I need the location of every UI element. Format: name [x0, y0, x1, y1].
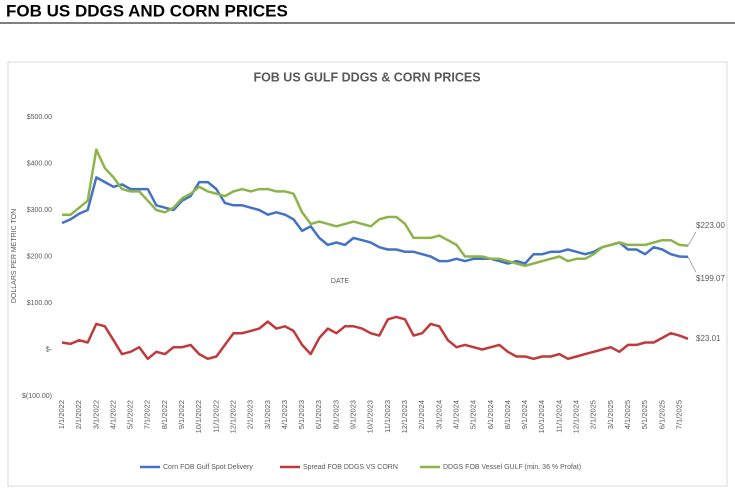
- legend-label: Spread FOB DDGS VS CORN: [303, 464, 398, 471]
- x-tick-label: 11/1/2023: [383, 400, 392, 433]
- x-tick-label: 8/1/2024: [503, 400, 512, 429]
- series-line: [62, 148, 689, 268]
- series-line: [61, 315, 689, 361]
- x-tick-label: 10/1/2023: [366, 400, 375, 433]
- y-axis-label: DOLLARS PER METRIC TON: [11, 209, 18, 303]
- x-tick-label: 11/1/2024: [554, 400, 563, 433]
- x-tick-label: 8/1/2022: [160, 400, 169, 429]
- x-tick-label: 12/1/2023: [400, 400, 409, 433]
- page-title: FOB US DDGS AND CORN PRICES: [6, 1, 288, 20]
- series-line: [61, 176, 689, 265]
- x-tick-label: 9/1/2023: [349, 400, 358, 429]
- x-tick-label: 2/1/2025: [589, 400, 598, 429]
- y-tick-label: $200.00: [27, 253, 52, 260]
- y-tick-label: $(100.00): [22, 393, 52, 400]
- chart-frame: [7, 61, 728, 487]
- x-tick-label: 3/1/2022: [91, 400, 100, 429]
- end-label: $23.01: [696, 334, 721, 343]
- x-tick-label: 3/1/2024: [434, 400, 443, 429]
- x-tick-label: 7/1/2022: [143, 400, 152, 429]
- end-label: $199.07: [696, 274, 725, 283]
- x-tick-label: 9/1/2022: [177, 400, 186, 429]
- x-tick-label: 4/1/2024: [451, 400, 460, 429]
- x-tick-label: 2/1/2023: [246, 400, 255, 429]
- legend-label: Corn FOB Gulf Spot Delivery: [163, 464, 253, 471]
- x-tick-label: 11/1/2022: [211, 400, 220, 433]
- x-tick-label: 10/1/2024: [537, 400, 546, 433]
- leader-line: [687, 256, 697, 273]
- x-tick-label: 10/1/2022: [194, 400, 203, 433]
- x-tick-label: 12/1/2022: [228, 400, 237, 433]
- y-tick-label: $300.00: [27, 207, 52, 214]
- x-tick-label: 3/1/2025: [606, 400, 615, 429]
- x-tick-label: 5/1/2023: [297, 400, 306, 429]
- x-tick-label: 7/1/2025: [674, 400, 683, 429]
- x-tick-label: 5/1/2025: [640, 400, 649, 429]
- x-tick-label: 4/1/2023: [280, 400, 289, 429]
- y-tick-label: $500.00: [27, 114, 52, 121]
- x-tick-label: 12/1/2024: [572, 400, 581, 433]
- y-tick-label: $100.00: [27, 300, 52, 307]
- x-tick-label: 1/1/2022: [57, 400, 66, 429]
- x-tick-label: 6/1/2024: [486, 400, 495, 429]
- leader-line: [687, 231, 697, 246]
- x-tick-label: 4/1/2022: [108, 400, 117, 429]
- y-tick-label: $400.00: [27, 160, 52, 167]
- x-tick-label: 6/1/2023: [314, 400, 323, 429]
- x-axis-label: DATE: [331, 278, 349, 285]
- x-tick-label: 3/1/2023: [263, 400, 272, 429]
- x-tick-label: 4/1/2025: [623, 400, 632, 429]
- y-tick-label: $-: [46, 346, 53, 353]
- x-tick-label: 5/1/2022: [126, 400, 135, 429]
- end-label: $223.00: [696, 221, 725, 230]
- legend-label: DDGS FOB Vessel GULF (min. 36 % Profat): [443, 464, 581, 471]
- x-tick-label: 6/1/2025: [657, 400, 666, 429]
- x-tick-label: 9/1/2024: [520, 400, 529, 429]
- x-tick-label: 2/1/2024: [417, 400, 426, 429]
- x-tick-label: 5/1/2024: [469, 400, 478, 429]
- chart-title: FOB US GULF DDGS & CORN PRICES: [253, 70, 480, 84]
- x-tick-label: 8/1/2023: [331, 400, 340, 429]
- x-tick-label: 2/1/2022: [74, 400, 83, 429]
